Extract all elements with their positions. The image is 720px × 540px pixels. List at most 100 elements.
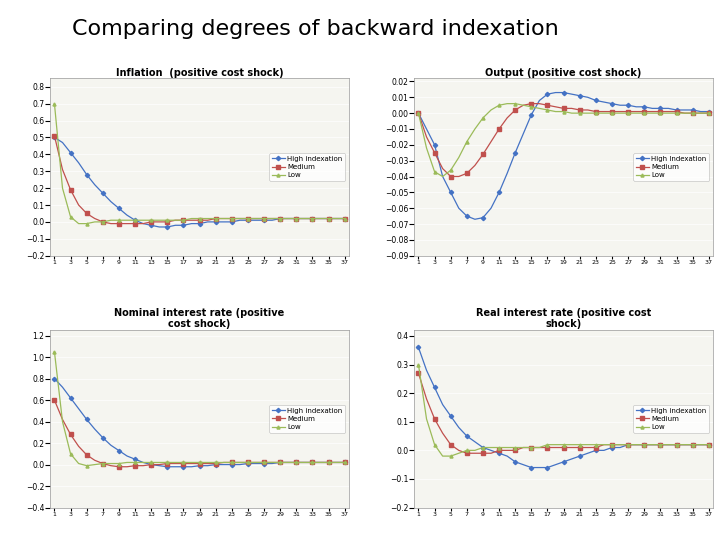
High indexation bbox=[616, 444, 624, 451]
High indexation bbox=[422, 367, 431, 374]
Low bbox=[99, 460, 107, 467]
Low bbox=[462, 138, 471, 145]
Medium bbox=[438, 165, 447, 172]
Line: Medium: Medium bbox=[53, 134, 346, 225]
High Indexation bbox=[543, 91, 552, 97]
Low bbox=[195, 215, 204, 222]
High Indexation bbox=[527, 111, 536, 118]
Low bbox=[567, 110, 576, 117]
Low bbox=[155, 459, 163, 465]
High indexation bbox=[58, 139, 67, 146]
Medium bbox=[527, 100, 536, 107]
Low bbox=[495, 444, 503, 451]
Line: High Indexation: High Indexation bbox=[417, 91, 711, 221]
High indexation bbox=[624, 441, 632, 448]
Medium bbox=[446, 173, 455, 180]
High Indexation bbox=[519, 131, 528, 137]
Title: Inflation  (positive cost shock): Inflation (positive cost shock) bbox=[116, 68, 284, 78]
High indexation bbox=[171, 463, 180, 470]
High indexation bbox=[91, 181, 99, 188]
Low bbox=[672, 441, 681, 448]
Low bbox=[58, 185, 67, 191]
Medium bbox=[656, 441, 665, 448]
High indexation bbox=[66, 150, 75, 156]
High indexation bbox=[308, 215, 317, 222]
High indexation bbox=[527, 464, 536, 471]
Low bbox=[672, 110, 681, 117]
High indexation bbox=[276, 459, 284, 465]
High indexation bbox=[82, 171, 91, 178]
Low bbox=[114, 217, 123, 224]
High Indexation bbox=[495, 189, 503, 195]
Low bbox=[543, 441, 552, 448]
Low bbox=[252, 459, 261, 465]
Legend: High Indexation, Medium, Low: High Indexation, Medium, Low bbox=[634, 153, 709, 181]
High indexation bbox=[252, 217, 261, 224]
Low bbox=[300, 215, 309, 222]
High indexation bbox=[341, 459, 349, 465]
High indexation bbox=[114, 205, 123, 212]
Medium bbox=[575, 444, 584, 451]
Low bbox=[511, 444, 520, 451]
High indexation bbox=[212, 461, 220, 468]
Low bbox=[284, 459, 292, 465]
Medium bbox=[583, 444, 592, 451]
High indexation bbox=[471, 438, 480, 445]
Low bbox=[616, 110, 624, 117]
Medium bbox=[324, 215, 333, 222]
Low bbox=[114, 460, 123, 467]
Medium bbox=[438, 430, 447, 436]
Medium bbox=[471, 450, 480, 456]
Medium bbox=[91, 457, 99, 463]
Medium bbox=[704, 110, 713, 117]
Low bbox=[616, 441, 624, 448]
Medium bbox=[422, 396, 431, 402]
Low bbox=[308, 215, 317, 222]
High indexation bbox=[220, 219, 228, 225]
Medium bbox=[616, 109, 624, 115]
Medium bbox=[131, 220, 140, 227]
Low bbox=[414, 361, 423, 368]
Medium bbox=[91, 215, 99, 222]
Low bbox=[268, 459, 276, 465]
High indexation bbox=[99, 435, 107, 441]
Medium bbox=[260, 459, 269, 465]
Medium bbox=[212, 460, 220, 467]
Medium bbox=[333, 459, 341, 465]
Low bbox=[292, 459, 301, 465]
Low bbox=[341, 459, 349, 465]
Medium bbox=[316, 215, 325, 222]
Medium bbox=[333, 215, 341, 222]
Medium bbox=[163, 460, 171, 467]
Line: Low: Low bbox=[417, 102, 711, 178]
Medium bbox=[284, 459, 292, 465]
Medium bbox=[608, 441, 616, 448]
Medium bbox=[600, 109, 608, 115]
High indexation bbox=[495, 450, 503, 456]
Medium bbox=[300, 459, 309, 465]
Low bbox=[487, 107, 495, 113]
Medium bbox=[535, 100, 544, 107]
High indexation bbox=[284, 215, 292, 222]
Low bbox=[648, 110, 657, 117]
Low bbox=[535, 105, 544, 112]
High indexation bbox=[228, 461, 236, 468]
Low bbox=[131, 217, 140, 224]
Medium bbox=[171, 460, 180, 467]
Medium bbox=[155, 461, 163, 468]
Low bbox=[171, 459, 180, 465]
High Indexation bbox=[431, 141, 439, 148]
Medium bbox=[324, 459, 333, 465]
Low bbox=[187, 215, 196, 222]
High indexation bbox=[552, 462, 560, 468]
Low bbox=[308, 459, 317, 465]
Medium bbox=[243, 215, 252, 222]
Low bbox=[680, 110, 689, 117]
Medium bbox=[66, 186, 75, 193]
Line: Medium: Medium bbox=[53, 399, 346, 468]
High indexation bbox=[131, 217, 140, 224]
Low bbox=[583, 110, 592, 117]
Medium bbox=[171, 217, 180, 224]
Medium bbox=[50, 397, 59, 403]
Medium bbox=[203, 460, 212, 467]
